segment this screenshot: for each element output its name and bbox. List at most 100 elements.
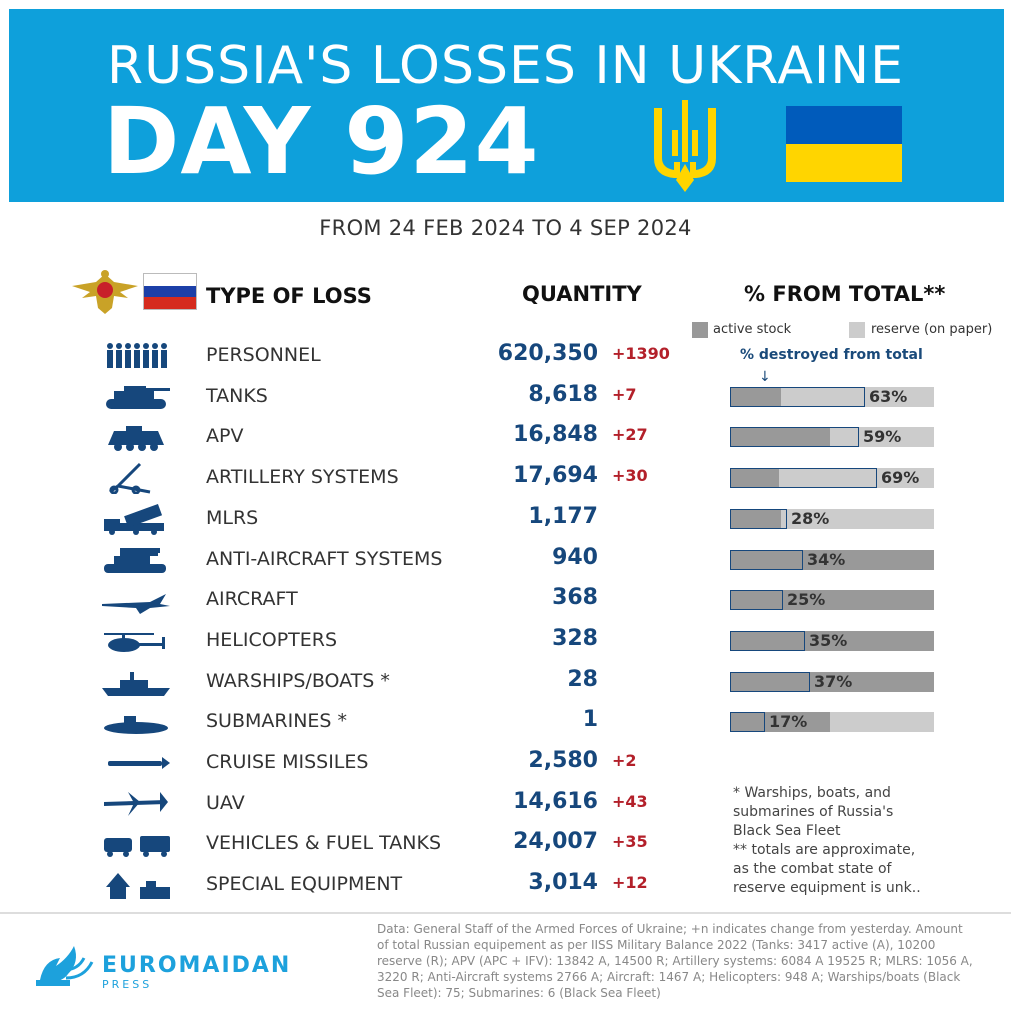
legend-destroyed-note: % destroyed from total: [740, 347, 923, 363]
table-row: SPECIAL EQUIPMENT 3,014 +12: [0, 865, 1011, 905]
ukraine-flag-icon: [786, 106, 902, 182]
day-counter: DAY 924: [103, 88, 540, 195]
apv-icon: [108, 426, 164, 452]
bar-destroyed-outline: [730, 712, 765, 733]
row-label: WARSHIPS/BOATS *: [206, 669, 390, 692]
percent-bar: 59%: [730, 427, 934, 448]
tank-icon: [106, 385, 170, 409]
row-label: PERSONNEL: [206, 344, 321, 366]
row-delta: +27: [612, 425, 648, 445]
bar-active-segment: [730, 468, 779, 489]
row-quantity: 8,618: [528, 381, 598, 407]
bar-destroyed-outline: [730, 590, 783, 611]
column-header-type: TYPE OF LOSS: [206, 284, 372, 308]
special-equipment-icon: [106, 873, 170, 900]
bar-active-segment: [730, 630, 934, 651]
anti-aircraft-icon: [104, 547, 166, 573]
table-row: CRUISE MISSILES 2,580 +2: [0, 743, 1011, 783]
russia-flag-icon: [143, 273, 197, 310]
legend-label-reserve: reserve (on paper): [871, 322, 993, 337]
russian-mod-emblem-icon: [72, 270, 138, 314]
row-delta: +30: [612, 466, 648, 486]
percent-bar: 69%: [730, 468, 934, 489]
table-row: ARTILLERY SYSTEMS 17,694 +30 69%: [0, 458, 1011, 498]
bar-destroyed-outline: [730, 630, 805, 651]
legend-swatch-reserve: [849, 322, 865, 338]
row-quantity: 17,694: [513, 463, 598, 489]
logo-text: EUROMAIDAN: [102, 953, 292, 978]
bar-percent-label: 35%: [809, 630, 848, 650]
row-label: APV: [206, 425, 244, 448]
table-row: SUBMARINES * 1 17%: [0, 702, 1011, 742]
logo-subtext: PRESS: [102, 978, 153, 991]
arrow-down-icon: ↓: [759, 369, 771, 385]
bar-percent-label: 28%: [791, 508, 830, 528]
submarine-icon: [104, 716, 168, 735]
row-delta: +2: [612, 751, 637, 770]
table-row: TANKS 8,618 +7 63%: [0, 377, 1011, 417]
row-label: AIRCRAFT: [206, 588, 298, 611]
vehicles-icon: [104, 836, 170, 858]
table-row: VEHICLES & FUEL TANKS 24,007 +35: [0, 824, 1011, 864]
bar-active-segment: [730, 712, 830, 733]
row-label: ANTI-AIRCRAFT SYSTEMS: [206, 547, 443, 570]
row-quantity: 16,848: [513, 422, 598, 448]
table-row: AIRCRAFT 368 25%: [0, 580, 1011, 620]
table-row: HELICOPTERS 328 35%: [0, 621, 1011, 661]
percent-bar: 34%: [730, 549, 934, 570]
row-label: UAV: [206, 791, 245, 814]
percent-bar: 35%: [730, 630, 934, 651]
percent-bar: 63%: [730, 386, 934, 407]
table-row: UAV 14,616 +43: [0, 784, 1011, 824]
footnotes: * Warships, boats, and submarines of Rus…: [733, 785, 921, 896]
mlrs-icon: [104, 503, 164, 535]
bar-reserve-segment: [730, 386, 934, 407]
bar-active-segment: [730, 590, 934, 611]
uav-icon: [104, 791, 168, 816]
bar-destroyed-outline: [730, 427, 859, 448]
row-label: TANKS: [206, 384, 268, 407]
table-row: APV 16,848 +27 59%: [0, 417, 1011, 457]
table-row: MLRS 1,177 28%: [0, 499, 1011, 539]
trident-icon: [654, 100, 716, 192]
percent-bar: 25%: [730, 590, 934, 611]
legend-label-active: active stock: [713, 322, 792, 337]
warship-icon: [102, 671, 170, 696]
row-label: MLRS: [206, 506, 259, 529]
row-label: SUBMARINES *: [206, 710, 348, 733]
legend-swatch-active: [692, 322, 708, 338]
bar-destroyed-outline: [730, 671, 810, 692]
row-quantity: 28: [567, 666, 598, 692]
column-header-percent: % FROM TOTAL**: [744, 282, 946, 306]
bar-destroyed-outline: [730, 549, 803, 570]
table-row: ANTI-AIRCRAFT SYSTEMS 940 34%: [0, 540, 1011, 580]
row-quantity: 3,014: [528, 870, 598, 896]
bar-active-segment: [730, 671, 934, 692]
row-quantity: 14,616: [513, 788, 598, 814]
bar-active-segment: [730, 386, 781, 407]
percent-bar: 37%: [730, 671, 934, 692]
bar-percent-label: 25%: [787, 590, 826, 610]
missile-icon: [108, 757, 170, 769]
bar-percent-label: 69%: [881, 468, 920, 488]
footer-divider: [0, 912, 1011, 914]
bar-active-segment: [730, 508, 781, 529]
date-range: FROM 24 FEB 2024 TO 4 SEP 2024: [319, 216, 692, 240]
row-delta: +7: [612, 384, 637, 404]
bar-destroyed-outline: [730, 508, 787, 529]
bar-reserve-segment: [730, 508, 934, 529]
bar-active-segment: [730, 427, 830, 448]
helicopter-icon: [104, 632, 165, 652]
bar-percent-label: 34%: [807, 549, 846, 569]
row-quantity: 940: [552, 544, 598, 570]
percent-bar: 28%: [730, 508, 934, 529]
table-row: WARSHIPS/BOATS * 28 37%: [0, 662, 1011, 702]
page-title: RUSSIA'S LOSSES IN UKRAINE: [106, 36, 904, 96]
soldiers-icon: [107, 343, 167, 368]
data-source-note: Data: General Staff of the Armed Forces …: [377, 922, 973, 1000]
row-label: SPECIAL EQUIPMENT: [206, 873, 403, 896]
row-label: ARTILLERY SYSTEMS: [206, 466, 399, 489]
column-header-quantity: QUANTITY: [522, 282, 642, 306]
row-label: VEHICLES & FUEL TANKS: [206, 832, 442, 855]
row-quantity: 1: [582, 707, 598, 733]
